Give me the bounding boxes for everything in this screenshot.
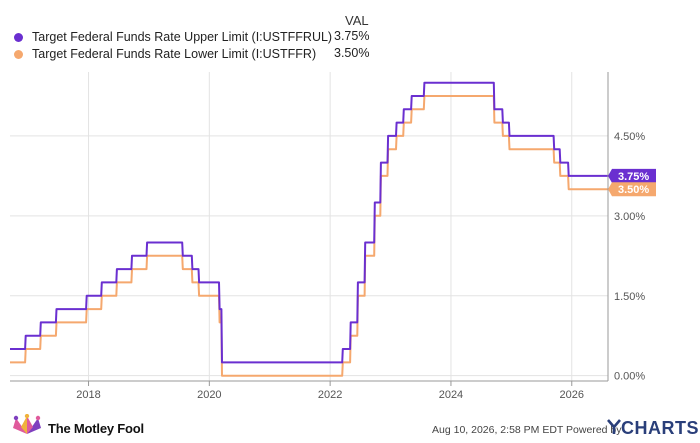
ycharts-y-icon xyxy=(607,419,621,434)
chart-series xyxy=(10,81,608,377)
ycharts-wordmark: CHARTS xyxy=(621,418,699,438)
chart-grid xyxy=(10,72,608,381)
x-axis: 2018 2020 2022 2024 2026 xyxy=(10,380,608,401)
x-tick-label: 2026 xyxy=(560,389,584,401)
legend-item-lower[interactable]: Target Federal Funds Rate Lower Limit (I… xyxy=(14,46,316,62)
motley-fool-logo: The Motley Fool xyxy=(8,414,144,436)
y-tick-label: 3.00% xyxy=(614,211,645,223)
legend-item-upper[interactable]: Target Federal Funds Rate Upper Limit (I… xyxy=(14,29,332,45)
brand-name: The Motley Fool xyxy=(48,421,144,436)
legend: VAL Target Federal Funds Rate Upper Limi… xyxy=(0,0,700,70)
badge-shape xyxy=(608,168,656,183)
series-line-lower[interactable] xyxy=(10,95,608,377)
legend-label-lower: Target Federal Funds Rate Lower Limit (I… xyxy=(32,47,317,61)
legend-dot-lower xyxy=(14,49,23,59)
x-tick-label: 2020 xyxy=(197,389,221,401)
timestamp: Aug 10, 2026, 2:58 PM EDT Powered by xyxy=(432,424,622,436)
end-value-badges: 3.75%3.50% xyxy=(608,168,656,197)
y-tick-label: 4.50% xyxy=(614,131,645,143)
y-tick-label: 1.50% xyxy=(614,291,645,303)
end-badge-lower: 3.50% xyxy=(608,182,656,197)
badge-label: 3.50% xyxy=(618,184,649,196)
series-line-upper[interactable] xyxy=(10,81,608,364)
footer: The Motley Fool Aug 10, 2026, 2:58 PM ED… xyxy=(0,408,700,443)
x-tick-label: 2024 xyxy=(439,389,463,401)
end-badge-upper: 3.75% xyxy=(608,168,656,183)
ycharts-logo[interactable]: CHARTS xyxy=(607,418,699,439)
legend-value-upper: 3.75% xyxy=(334,29,370,43)
legend-dot-upper xyxy=(14,32,23,42)
badge-label: 3.75% xyxy=(618,171,649,183)
badge-shape xyxy=(608,182,656,197)
legend-header: VAL xyxy=(345,13,369,28)
y-tick-label: 0.00% xyxy=(614,371,645,383)
jester-hat-icon xyxy=(13,414,41,434)
y-axis: 0.00% 1.50% 3.00% 4.50% xyxy=(607,72,645,383)
legend-label-upper: Target Federal Funds Rate Upper Limit (I… xyxy=(32,30,333,44)
x-tick-label: 2018 xyxy=(76,389,100,401)
x-tick-label: 2022 xyxy=(318,389,342,401)
legend-value-lower: 3.50% xyxy=(334,46,370,60)
